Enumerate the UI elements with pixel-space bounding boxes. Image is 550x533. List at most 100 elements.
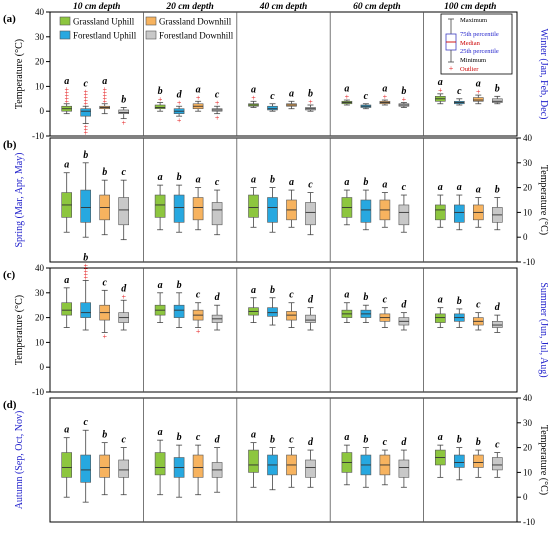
significance-letter: b [457, 435, 462, 446]
significance-letter: d [177, 90, 183, 101]
significance-letter: a [476, 78, 481, 89]
outlier-marker: + [345, 92, 350, 101]
outlier-marker: + [102, 88, 107, 97]
panel-frame [49, 137, 518, 263]
significance-letter: a [476, 185, 481, 196]
iqr-box [80, 108, 91, 117]
iqr-box [211, 202, 223, 226]
y-tick-label: 0 [523, 232, 528, 242]
outlier-marker: + [64, 88, 69, 97]
key-label-median: Median [460, 40, 481, 47]
outlier-marker: + [402, 95, 407, 104]
outlier-marker: + [83, 87, 88, 96]
y-tick-label: 40 [523, 393, 533, 403]
y-tick-label: 10 [523, 207, 533, 217]
y-tick-label: 40 [35, 7, 45, 17]
iqr-box [154, 104, 166, 110]
significance-letter: c [102, 277, 107, 288]
iqr-box [267, 105, 278, 111]
significance-letter: a [344, 177, 349, 188]
significance-letter: a [158, 427, 163, 438]
y-tick-label: -10 [32, 387, 44, 397]
y-tick-label: -10 [523, 257, 535, 267]
significance-letter: c [215, 90, 220, 101]
iqr-box [286, 311, 297, 321]
legend-swatch [145, 16, 157, 26]
significance-letter: a [196, 85, 201, 96]
significance-letter: c [196, 290, 201, 301]
season-label: Spring (Mar, Apr, May) [14, 152, 25, 247]
outlier-marker: + [121, 118, 126, 127]
outlier-marker: + [83, 270, 88, 279]
significance-letter: b [270, 435, 275, 446]
iqr-box [118, 197, 129, 226]
key-label-minimum: Minimum [460, 57, 486, 64]
outlier-marker: + [215, 99, 220, 108]
y-tick-label: 20 [523, 183, 533, 193]
iqr-box [248, 194, 259, 218]
significance-letter: d [308, 295, 314, 306]
outlier-marker: + [83, 129, 88, 138]
legend-label: Grassland Uphill [73, 17, 135, 27]
significance-letter: c [121, 167, 126, 178]
depth-header: 60 cm depth [353, 2, 401, 12]
iqr-box [491, 321, 503, 328]
significance-letter: d [401, 437, 407, 448]
y-tick-label: -10 [32, 131, 44, 141]
panel-frame [49, 11, 518, 137]
significance-letter: b [83, 253, 88, 264]
significance-letter: c [83, 78, 88, 89]
iqr-box [61, 302, 73, 316]
iqr-box [453, 204, 465, 223]
outlier-marker: + [251, 94, 256, 103]
significance-letter: a [344, 432, 349, 443]
key-outlier-marker: + [449, 64, 454, 73]
significance-letter: b [177, 280, 182, 291]
significance-letter: a [289, 177, 294, 188]
significance-letter: b [102, 167, 107, 178]
outlier-marker: + [215, 113, 220, 122]
outlier-marker: + [102, 94, 107, 103]
iqr-box [99, 454, 110, 478]
y-tick-label: 20 [35, 313, 45, 323]
significance-letter: a [64, 425, 69, 436]
outlier-marker: + [64, 85, 69, 94]
significance-letter: c [402, 182, 407, 193]
significance-letter: d [495, 302, 501, 313]
iqr-box [267, 197, 278, 223]
outlier-marker: + [121, 293, 126, 302]
significance-letter: a [64, 275, 69, 286]
significance-letter: b [158, 86, 163, 97]
significance-letter: c [83, 417, 88, 428]
significance-letter: b [363, 177, 368, 188]
significance-letter: b [83, 150, 88, 161]
season-label: Autumn (Sep, Oct, Nov) [14, 411, 25, 510]
significance-letter: a [344, 290, 349, 301]
y-tick-label: 30 [523, 418, 533, 428]
significance-letter: c [121, 435, 126, 446]
iqr-box [453, 454, 465, 468]
depth-header: 40 cm depth [259, 2, 308, 12]
iqr-box [154, 194, 166, 218]
significance-letter: a [438, 77, 443, 88]
iqr-box [192, 454, 204, 478]
significance-letter: d [121, 284, 127, 295]
iqr-box [80, 454, 91, 483]
depth-header: 20 cm depth [165, 2, 214, 12]
iqr-box [305, 314, 316, 323]
panel-label: (b) [3, 139, 17, 151]
outlier-marker: + [438, 86, 443, 95]
significance-letter: b [177, 172, 182, 183]
significance-letter: d [308, 437, 314, 448]
significance-letter: b [308, 88, 313, 99]
outlier-marker: + [83, 99, 88, 108]
outlier-marker: + [102, 91, 107, 100]
iqr-box [267, 307, 278, 317]
legend-swatch [145, 30, 157, 40]
iqr-box [80, 302, 91, 318]
outlier-marker: + [83, 126, 88, 135]
y-tick-label: 0 [40, 106, 45, 116]
panel-frame [49, 397, 518, 523]
significance-letter: c [364, 91, 369, 102]
